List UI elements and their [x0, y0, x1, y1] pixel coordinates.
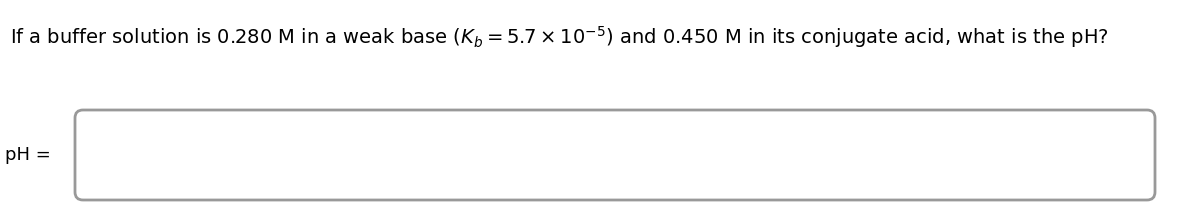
Text: pH =: pH = — [5, 146, 50, 164]
FancyBboxPatch shape — [74, 110, 1154, 200]
Text: If a buffer solution is 0.280 M in a weak base ($K_b = 5.7 \times 10^{-5}$) and : If a buffer solution is 0.280 M in a wea… — [10, 24, 1109, 50]
